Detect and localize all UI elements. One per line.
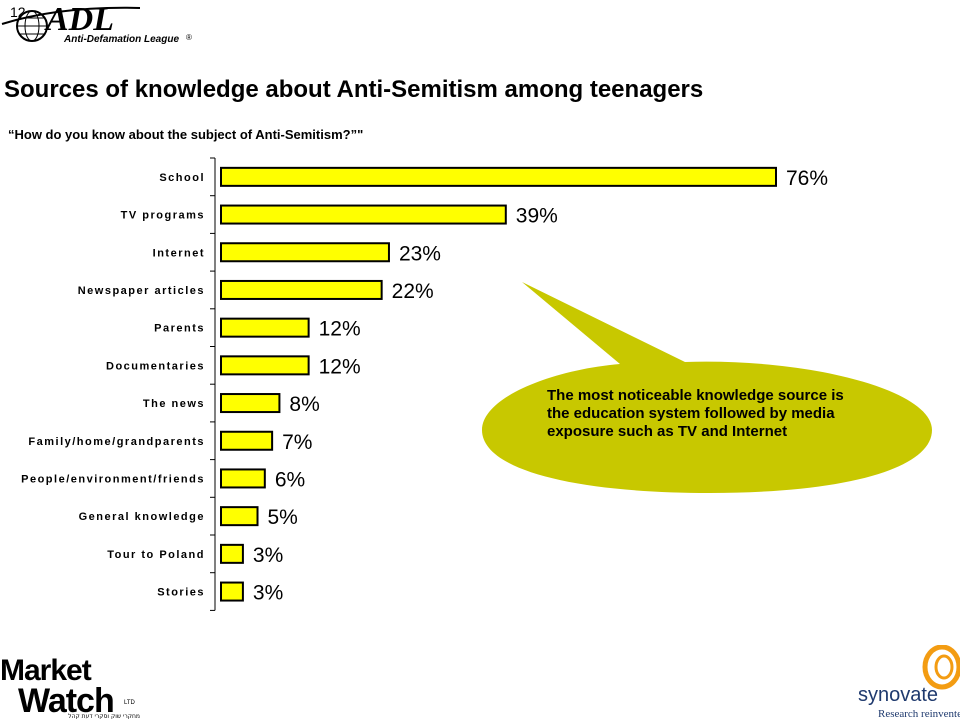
value-label: 3% [253, 544, 283, 567]
page-title: Sources of knowledge about Anti-Semitism… [4, 76, 704, 103]
marketwatch-logo-line2: Watch [18, 682, 114, 720]
bar [220, 543, 244, 564]
marketwatch-logo-line1: Market [0, 654, 92, 687]
synovate-logo-tagline: Research reinvented [878, 708, 960, 720]
adl-logo-mark: ® [186, 33, 192, 42]
bar [220, 204, 507, 225]
marketwatch-logo-suffix: LTD [124, 700, 136, 706]
synovate-ring-icon [922, 645, 960, 690]
bar [220, 468, 266, 489]
synovate-logo-name: synovate [858, 684, 938, 706]
category-label: Internet [153, 247, 205, 259]
callout-shape [482, 282, 932, 493]
adl-logo: ADL Anti-Defamation League ® [1, 1, 192, 45]
value-label: 7% [282, 431, 312, 454]
value-label: 39% [516, 205, 558, 228]
value-label: 12% [319, 318, 361, 341]
category-label: The news [143, 398, 205, 410]
category-label: Parents [154, 323, 205, 335]
bar [220, 317, 310, 338]
bar [220, 355, 310, 376]
value-label: 22% [392, 280, 434, 303]
callout-bubble [482, 282, 932, 493]
category-label: People/environment/friends [21, 473, 205, 485]
callout-text: The most noticeable knowledge source is … [547, 387, 844, 440]
adl-logo-subtext: Anti-Defamation League [63, 34, 179, 45]
category-label: Documentaries [106, 360, 205, 372]
bar [220, 279, 383, 300]
marketwatch-logo: Market Watch LTD מחקרי שוק וסקרי דעת קהל [0, 654, 140, 720]
adl-logo-text: ADL [44, 1, 114, 38]
category-label: Newspaper articles [78, 285, 205, 297]
bar [220, 506, 259, 527]
chart-question: “How do you know about the subject of An… [8, 127, 364, 142]
bar-chart: School 76% TV programs 39% Internet 23% Newspa… [21, 157, 828, 611]
value-label: 6% [275, 468, 305, 491]
bar [220, 430, 274, 451]
bar [220, 581, 244, 602]
category-label: TV programs [121, 210, 205, 222]
synovate-logo: synovate Research reinvented [858, 645, 960, 720]
category-label: School [159, 172, 205, 184]
category-label: Family/home/grandparents [28, 436, 205, 448]
bar [220, 393, 281, 414]
category-label: General knowledge [79, 511, 205, 523]
value-label: 12% [319, 355, 361, 378]
category-label: Stories [157, 587, 205, 599]
marketwatch-logo-tagline: מחקרי שוק וסקרי דעת קהל [68, 713, 140, 720]
category-label: Tour to Poland [107, 549, 205, 561]
bar [220, 242, 390, 263]
value-label: 5% [268, 506, 298, 529]
bar [220, 166, 777, 187]
value-label: 3% [253, 582, 283, 605]
value-label: 8% [289, 393, 319, 416]
value-label: 23% [399, 242, 441, 265]
value-label: 76% [786, 167, 828, 190]
